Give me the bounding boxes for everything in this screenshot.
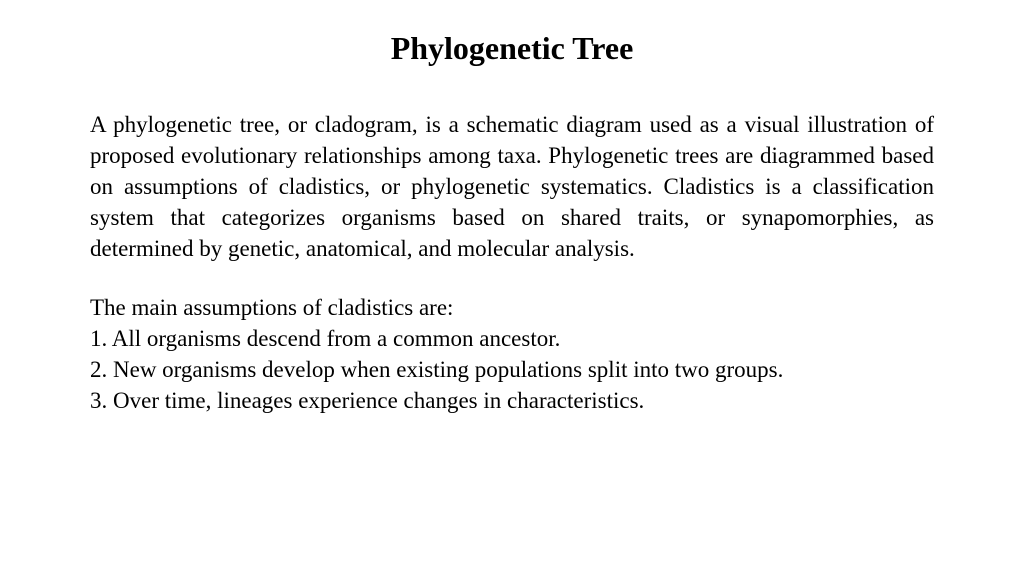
- list-lead: The main assumptions of cladistics are:: [90, 292, 934, 323]
- list-item: 1. All organisms descend from a common a…: [90, 323, 934, 354]
- page-title: Phylogenetic Tree: [90, 30, 934, 67]
- assumptions-list: 1. All organisms descend from a common a…: [90, 323, 934, 416]
- list-item: 3. Over time, lineages experience change…: [90, 385, 934, 416]
- list-item: 2. New organisms develop when existing p…: [90, 354, 934, 385]
- intro-paragraph: A phylogenetic tree, or cladogram, is a …: [90, 109, 934, 264]
- document-page: Phylogenetic Tree A phylogenetic tree, o…: [0, 0, 1024, 576]
